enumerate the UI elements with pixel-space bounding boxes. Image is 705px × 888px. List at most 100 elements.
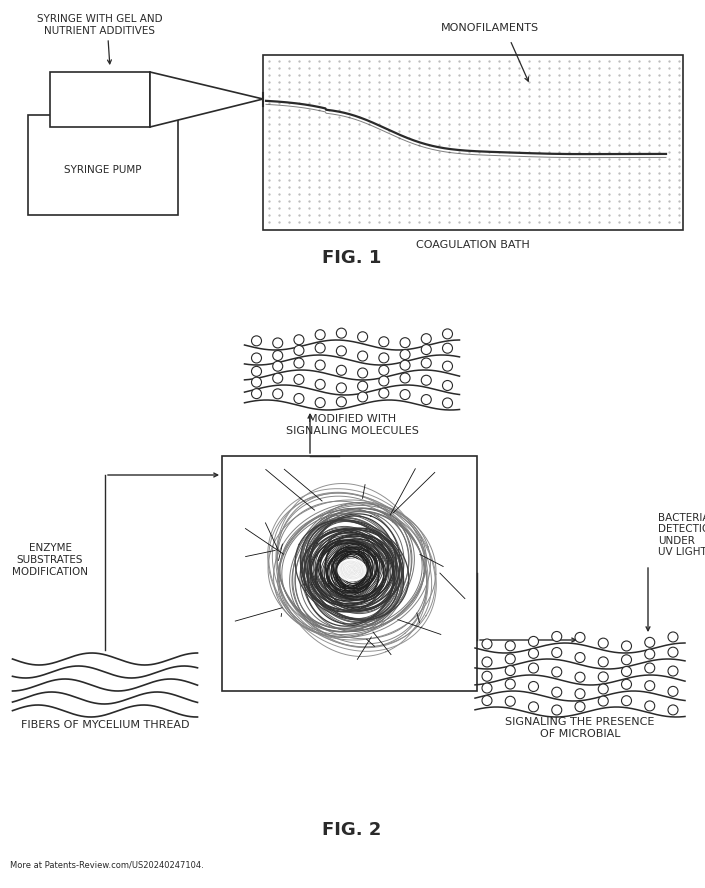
Circle shape (422, 376, 431, 385)
Circle shape (273, 338, 283, 348)
Circle shape (622, 679, 632, 689)
Bar (222, 456, 477, 691)
Circle shape (575, 702, 585, 711)
Circle shape (575, 632, 585, 642)
Circle shape (294, 335, 304, 345)
Text: SYRINGE PUMP: SYRINGE PUMP (64, 165, 142, 175)
Text: MODIFIED WITH
SIGNALING MOLECULES: MODIFIED WITH SIGNALING MOLECULES (286, 414, 419, 436)
Circle shape (552, 647, 562, 657)
Circle shape (482, 657, 492, 667)
Circle shape (422, 394, 431, 405)
Circle shape (552, 705, 562, 715)
Circle shape (294, 345, 304, 355)
Circle shape (599, 638, 608, 648)
Circle shape (294, 393, 304, 403)
Text: SYRINGE WITH GEL AND
NUTRIENT ADDITIVES: SYRINGE WITH GEL AND NUTRIENT ADDITIVES (37, 14, 163, 36)
Ellipse shape (338, 559, 366, 581)
Circle shape (529, 637, 539, 646)
Circle shape (552, 687, 562, 697)
Circle shape (379, 337, 389, 347)
Circle shape (273, 361, 283, 371)
Circle shape (443, 380, 453, 391)
Circle shape (443, 344, 453, 353)
Circle shape (400, 350, 410, 360)
Circle shape (252, 389, 262, 399)
Circle shape (505, 654, 515, 664)
Circle shape (379, 388, 389, 398)
Circle shape (529, 702, 539, 712)
Text: MONOFILAMENTS: MONOFILAMENTS (441, 23, 539, 33)
Circle shape (400, 390, 410, 400)
Text: COAGULATION BATH: COAGULATION BATH (416, 240, 530, 250)
Circle shape (668, 666, 678, 676)
Circle shape (599, 657, 608, 667)
Circle shape (357, 351, 367, 361)
Circle shape (668, 705, 678, 715)
Circle shape (599, 684, 608, 694)
Circle shape (336, 329, 346, 338)
Circle shape (400, 337, 410, 348)
Circle shape (315, 343, 325, 353)
Circle shape (505, 641, 515, 651)
Circle shape (552, 631, 562, 641)
Circle shape (552, 667, 562, 677)
Circle shape (294, 375, 304, 385)
Circle shape (668, 686, 678, 696)
Circle shape (273, 351, 283, 361)
Circle shape (645, 681, 655, 691)
Text: More at Patents-Review.com/US20240247104.: More at Patents-Review.com/US20240247104… (10, 860, 204, 869)
Circle shape (505, 666, 515, 676)
Circle shape (252, 336, 262, 345)
Circle shape (529, 681, 539, 692)
Circle shape (668, 632, 678, 642)
Text: FIBERS OF MYCELIUM THREAD: FIBERS OF MYCELIUM THREAD (20, 720, 189, 730)
Circle shape (482, 695, 492, 706)
Text: ENZYME
SUBSTRATES
MODIFICATION: ENZYME SUBSTRATES MODIFICATION (12, 543, 88, 576)
Circle shape (252, 377, 262, 387)
Circle shape (379, 365, 389, 376)
Circle shape (400, 361, 410, 370)
Circle shape (315, 360, 325, 370)
Circle shape (575, 689, 585, 699)
Circle shape (273, 389, 283, 399)
Circle shape (482, 639, 492, 649)
Circle shape (315, 379, 325, 389)
Circle shape (357, 392, 367, 402)
Circle shape (529, 663, 539, 673)
Circle shape (505, 679, 515, 689)
Circle shape (252, 353, 262, 363)
Circle shape (379, 353, 389, 363)
Circle shape (645, 638, 655, 647)
Circle shape (422, 334, 431, 344)
Text: FIG. 1: FIG. 1 (322, 249, 381, 267)
Bar (263, 55, 683, 230)
Circle shape (443, 398, 453, 408)
Circle shape (315, 329, 325, 340)
Circle shape (336, 346, 346, 356)
Circle shape (482, 671, 492, 681)
Circle shape (357, 332, 367, 342)
Text: SIGNALING THE PRESENCE
OF MICROBIAL: SIGNALING THE PRESENCE OF MICROBIAL (505, 718, 655, 739)
Circle shape (315, 398, 325, 408)
Circle shape (400, 373, 410, 383)
Circle shape (273, 373, 283, 384)
Circle shape (294, 358, 304, 368)
Circle shape (422, 345, 431, 354)
Circle shape (443, 361, 453, 371)
Circle shape (379, 376, 389, 386)
Circle shape (422, 358, 431, 368)
Circle shape (599, 672, 608, 682)
Circle shape (622, 641, 632, 651)
Circle shape (529, 648, 539, 658)
Circle shape (252, 367, 262, 377)
Circle shape (668, 647, 678, 657)
Circle shape (645, 663, 655, 673)
Circle shape (336, 383, 346, 392)
Circle shape (357, 368, 367, 378)
Circle shape (622, 667, 632, 677)
Text: BACTERIAL
DETECTION
UNDER
UV LIGHT: BACTERIAL DETECTION UNDER UV LIGHT (658, 512, 705, 558)
Circle shape (505, 696, 515, 706)
Circle shape (622, 654, 632, 665)
Bar (50, 72, 150, 127)
Circle shape (336, 365, 346, 376)
